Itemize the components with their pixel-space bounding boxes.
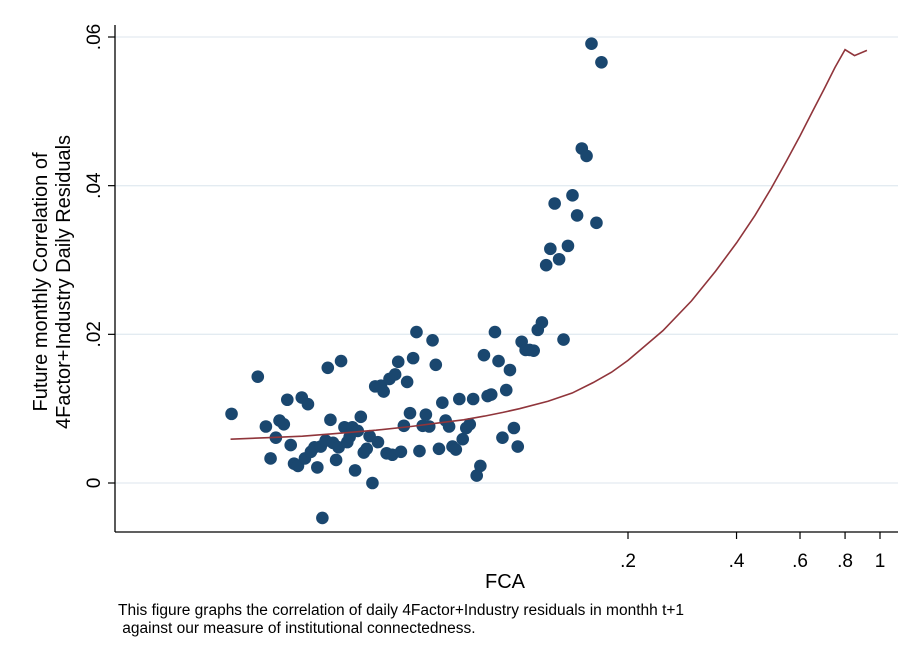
data-point-44 [388, 368, 402, 381]
data-point-77 [499, 383, 513, 397]
data-point-70 [474, 459, 487, 473]
data-point-68 [466, 392, 480, 406]
data-point-7 [280, 393, 294, 407]
data-point-36 [366, 476, 379, 490]
data-point-54 [419, 408, 433, 421]
data-point-79 [507, 421, 521, 435]
gridlines [115, 36, 898, 484]
data-point-98 [590, 216, 603, 230]
y-tick-label-0: 0 [84, 478, 105, 489]
data-point-49 [403, 406, 417, 420]
data-point-92 [561, 239, 575, 253]
caption-line-1: This figure graphs the correlation of da… [118, 602, 685, 619]
data-point-89 [548, 197, 561, 210]
data-point-40 [377, 385, 390, 398]
data-point-52 [413, 444, 426, 458]
x-tick-label-2: .6 [792, 551, 808, 572]
data-point-56 [426, 333, 439, 347]
data-point-38 [371, 435, 385, 449]
data-point-99 [595, 55, 608, 69]
data-point-78 [503, 363, 517, 377]
data-point-67 [463, 417, 477, 431]
data-point-50 [406, 351, 420, 365]
data-point-84 [527, 344, 540, 357]
data-point-21 [324, 413, 337, 427]
data-point-96 [580, 149, 593, 163]
data-point-25 [334, 354, 348, 368]
data-point-86 [535, 316, 549, 329]
data-point-75 [492, 354, 505, 368]
data-point-71 [477, 348, 491, 362]
data-point-88 [544, 242, 557, 256]
x-tick-label-1: .4 [729, 551, 745, 572]
data-point-8 [284, 438, 298, 452]
data-point-61 [442, 420, 456, 433]
data-point-94 [570, 209, 584, 222]
x-tick-label-4: 1 [875, 551, 886, 572]
data-point-45 [391, 355, 405, 369]
data-point-87 [539, 258, 553, 272]
data-point-1 [251, 370, 265, 384]
x-tick-label-3: .8 [837, 551, 853, 572]
data-point-74 [488, 325, 502, 339]
y-tick-label-1: .02 [84, 321, 105, 347]
data-point-58 [432, 442, 446, 456]
data-point-57 [429, 358, 443, 372]
scatter-chart: 0 .02 .04 .06 .2 .4 .6 .8 1 FCA Future monthly … [30, 24, 898, 593]
data-point-3 [264, 452, 277, 465]
data-point-16 [311, 461, 324, 474]
y-tick-label-3: .06 [84, 24, 105, 50]
data-point-46 [394, 445, 408, 459]
data-point-47 [397, 419, 411, 433]
data-point-34 [360, 442, 374, 456]
data-point-93 [566, 189, 579, 202]
data-point-23 [329, 453, 343, 467]
y-axis-title-line-1: Future monthly Correlation of [30, 152, 52, 411]
fitted-curve [230, 48, 868, 440]
x-tick-label-0: .2 [620, 551, 636, 572]
data-point-76 [496, 431, 509, 444]
data-point-6 [277, 417, 291, 431]
data-point-91 [557, 333, 570, 346]
data-point-69 [470, 469, 484, 482]
y-tick-label-2: .04 [84, 172, 105, 199]
data-point-97 [585, 37, 598, 50]
data-point-90 [552, 252, 566, 266]
data-point-13 [301, 397, 315, 411]
data-point-73 [484, 388, 498, 401]
data-point-30 [348, 464, 362, 477]
x-axis-title: FCA [485, 571, 526, 593]
data-point-0 [225, 407, 238, 421]
data-point-32 [354, 410, 368, 424]
x-axis-ticks: .2 .4 .6 .8 1 [620, 532, 885, 572]
data-point-18 [316, 511, 329, 525]
data-point-59 [436, 396, 449, 410]
y-axis-ticks: 0 .02 .04 .06 [84, 24, 115, 489]
data-point-80 [511, 440, 525, 453]
caption-line-2: against our measure of institutional con… [118, 620, 476, 637]
data-point-63 [449, 443, 463, 456]
data-point-55 [422, 420, 436, 433]
data-point-20 [321, 361, 335, 375]
data-point-65 [456, 432, 470, 446]
data-point-64 [453, 392, 466, 406]
data-point-48 [400, 375, 414, 389]
data-points [225, 37, 608, 525]
figure-caption: This figure graphs the correlation of da… [118, 602, 898, 638]
data-point-2 [259, 420, 273, 433]
data-point-51 [410, 325, 423, 339]
y-axis-title-line-2: 4Factor+Industry Daily Residuals [53, 135, 75, 429]
